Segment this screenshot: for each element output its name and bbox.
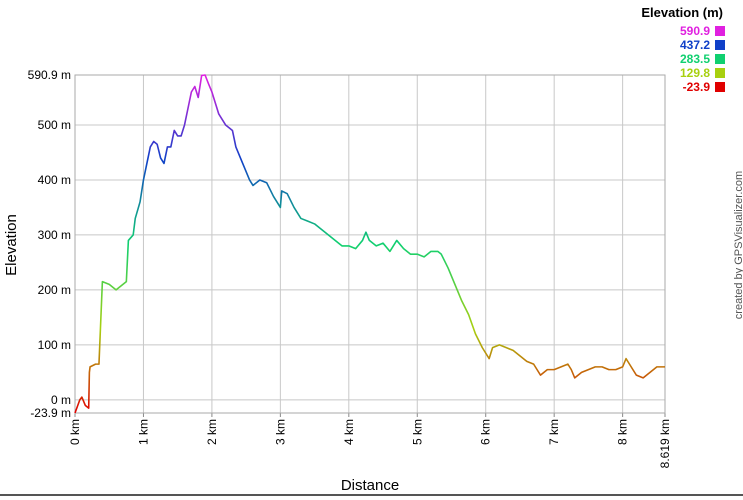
legend-title: Elevation (m) (641, 5, 723, 20)
legend-swatch (715, 54, 725, 64)
y-tick-label: 200 m (38, 283, 71, 297)
x-tick-label: 1 km (136, 419, 150, 445)
legend-value: 283.5 (680, 52, 710, 66)
x-tick-label: 6 km (479, 419, 493, 445)
y-tick-label: 590.9 m (28, 68, 71, 82)
x-axis-label: Distance (341, 477, 399, 494)
elevation-line (74, 74, 665, 414)
legend-swatch (715, 68, 725, 78)
legend-value: 437.2 (680, 38, 710, 52)
y-tick-label: 300 m (38, 228, 71, 242)
legend-swatch (715, 40, 725, 50)
y-tick-label: 400 m (38, 173, 71, 187)
credit: created by GPSVisualizer.com (733, 171, 743, 319)
x-tick-label: 5 km (410, 419, 424, 445)
legend-value: -23.9 (683, 80, 711, 94)
y-axis-label: Elevation (3, 214, 20, 276)
x-tick-label: 8 km (616, 419, 630, 445)
y-tick-label: 0 m (51, 393, 71, 407)
plot-frame (74, 74, 666, 414)
y-tick-label: 100 m (38, 338, 71, 352)
y-tick-label: -23.9 m (30, 406, 71, 420)
legend-swatch (715, 82, 725, 92)
x-tick-label: 3 km (273, 419, 287, 445)
legend-value: 590.9 (680, 24, 710, 38)
x-tick-label: 2 km (205, 419, 219, 445)
x-tick-label: 0 km (68, 419, 82, 445)
y-tick-label: 500 m (38, 118, 71, 132)
legend-value: 129.8 (680, 66, 710, 80)
x-tick-label: 7 km (547, 419, 561, 445)
x-tick-label: 4 km (342, 419, 356, 445)
legend-swatch (715, 26, 725, 36)
x-tick-label: 8.619 km (658, 419, 672, 468)
